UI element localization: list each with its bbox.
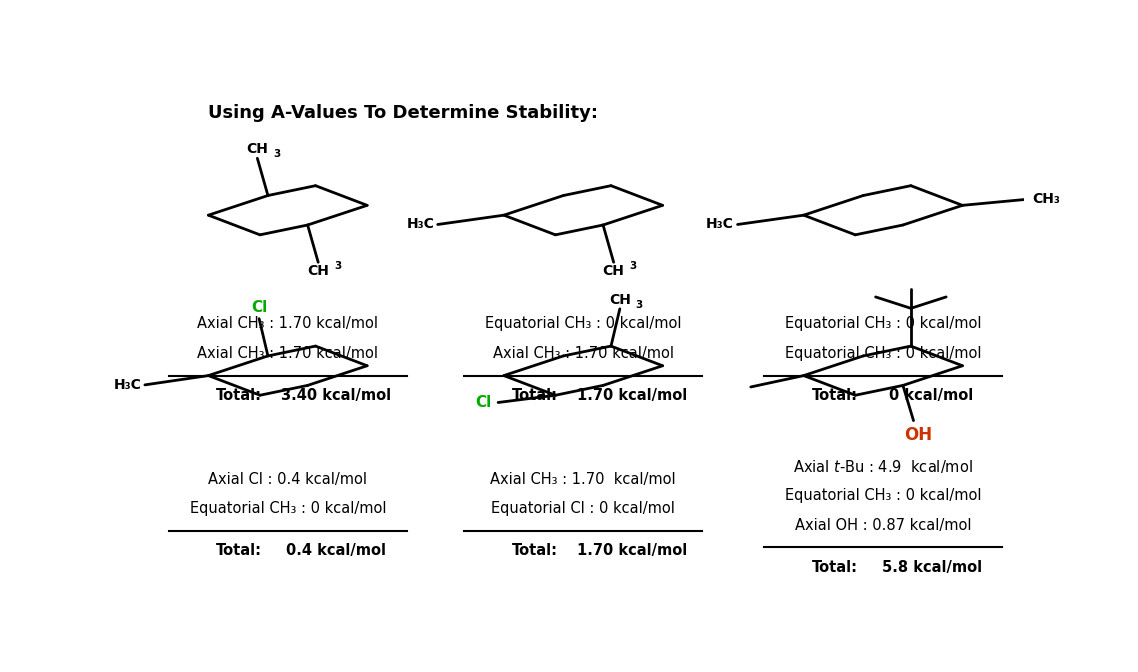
Text: Total:: Total:: [811, 388, 858, 403]
Text: 3: 3: [273, 149, 280, 159]
Text: Axial CH₃ : 1.70 kcal/mol: Axial CH₃ : 1.70 kcal/mol: [493, 346, 674, 361]
Text: 3: 3: [629, 261, 637, 271]
Text: Total:: Total:: [512, 388, 558, 403]
Text: Total:: Total:: [811, 560, 858, 575]
Text: CH: CH: [609, 293, 630, 306]
Text: Equatorial CH₃ : 0 kcal/mol: Equatorial CH₃ : 0 kcal/mol: [485, 317, 682, 331]
Text: Total:: Total:: [512, 544, 558, 558]
Text: Axial CH₃ : 1.70 kcal/mol: Axial CH₃ : 1.70 kcal/mol: [197, 346, 378, 361]
Text: 3: 3: [636, 300, 643, 310]
Text: H₃C: H₃C: [406, 218, 435, 231]
Text: Total:: Total:: [216, 388, 262, 403]
Text: Axial Cl : 0.4 kcal/mol: Axial Cl : 0.4 kcal/mol: [208, 472, 368, 487]
FancyBboxPatch shape: [733, 457, 1033, 476]
Text: 3: 3: [335, 261, 341, 271]
Text: CH: CH: [247, 142, 269, 156]
Text: 1.70 kcal/mol: 1.70 kcal/mol: [577, 544, 687, 558]
Text: Axial $\it{t}$-Bu : 4.9  kcal/mol: Axial $\it{t}$-Bu : 4.9 kcal/mol: [793, 458, 973, 474]
Text: Equatorial CH₃ : 0 kcal/mol: Equatorial CH₃ : 0 kcal/mol: [785, 488, 981, 503]
Text: Equatorial Cl : 0 kcal/mol: Equatorial Cl : 0 kcal/mol: [492, 501, 675, 516]
Text: Cl: Cl: [475, 395, 492, 410]
Text: 3.40 kcal/mol: 3.40 kcal/mol: [281, 388, 391, 403]
Text: Cl: Cl: [251, 300, 267, 314]
Text: H₃C: H₃C: [707, 218, 734, 231]
Text: Using A-Values To Determine Stability:: Using A-Values To Determine Stability:: [208, 104, 599, 122]
Text: CH: CH: [307, 264, 329, 278]
Text: 1.70 kcal/mol: 1.70 kcal/mol: [577, 388, 687, 403]
Text: Equatorial CH₃ : 0 kcal/mol: Equatorial CH₃ : 0 kcal/mol: [785, 346, 981, 361]
Text: Axial CH₃ : 1.70  kcal/mol: Axial CH₃ : 1.70 kcal/mol: [490, 472, 676, 487]
Text: CH: CH: [603, 264, 625, 278]
Text: 0.4 kcal/mol: 0.4 kcal/mol: [287, 544, 386, 558]
Text: H₃C: H₃C: [114, 378, 141, 392]
Text: 5.8 kcal/mol: 5.8 kcal/mol: [882, 560, 982, 575]
Text: Equatorial CH₃ : 0 kcal/mol: Equatorial CH₃ : 0 kcal/mol: [785, 317, 981, 331]
Text: CH₃: CH₃: [1032, 192, 1059, 206]
Text: OH: OH: [904, 426, 932, 444]
Text: 0 kcal/mol: 0 kcal/mol: [890, 388, 974, 403]
Text: Axial OH : 0.87 kcal/mol: Axial OH : 0.87 kcal/mol: [794, 517, 972, 533]
Text: Axial CH₃ : 1.70 kcal/mol: Axial CH₃ : 1.70 kcal/mol: [197, 317, 378, 331]
Text: Equatorial CH₃ : 0 kcal/mol: Equatorial CH₃ : 0 kcal/mol: [190, 501, 386, 516]
Text: Axial t-Bu : 4.9  kcal/mol: Axial t-Bu : 4.9 kcal/mol: [793, 458, 973, 474]
Text: Total:: Total:: [216, 544, 262, 558]
